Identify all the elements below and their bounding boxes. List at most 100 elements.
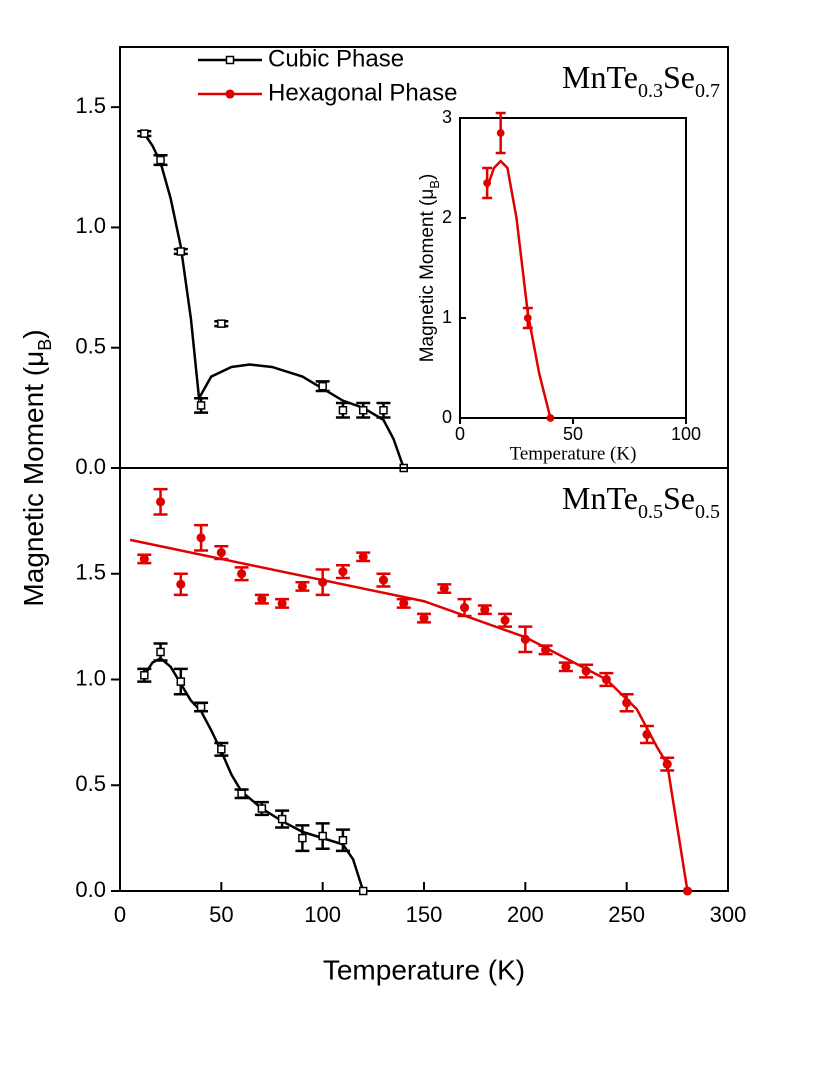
marker xyxy=(237,569,247,579)
marker xyxy=(378,575,389,585)
marker xyxy=(156,155,165,165)
annotation: MnTe0.3Se0.7 xyxy=(562,59,720,101)
marker xyxy=(483,179,492,187)
y-tick-label: 0 xyxy=(442,407,452,427)
x-axis-label: Temperature (K) xyxy=(323,954,525,985)
marker xyxy=(318,381,327,391)
y-tick-label: 0.5 xyxy=(75,334,106,359)
marker xyxy=(257,594,267,604)
marker xyxy=(523,314,532,322)
y-tick-label: 1.0 xyxy=(75,665,106,690)
marker xyxy=(225,55,235,65)
marker xyxy=(520,634,530,644)
x-tick-label: 0 xyxy=(114,902,126,927)
legend-label: Cubic Phase xyxy=(268,45,404,72)
subscript: B xyxy=(427,180,442,189)
marker xyxy=(338,406,348,415)
x-tick-label: 100 xyxy=(671,424,701,444)
marker xyxy=(338,835,348,845)
marker xyxy=(459,603,470,613)
inset-x-axis-label: Temperature (K) xyxy=(510,443,637,464)
marker xyxy=(338,567,348,577)
fit-line xyxy=(129,538,689,892)
y-tick-label: 1 xyxy=(442,307,452,327)
marker xyxy=(176,247,186,256)
marker xyxy=(237,789,246,798)
marker xyxy=(155,497,166,507)
annotation: MnTe0.5Se0.5 xyxy=(562,480,720,522)
marker xyxy=(257,804,267,813)
x-tick-label: 250 xyxy=(608,902,645,927)
marker xyxy=(277,814,287,824)
marker xyxy=(439,584,449,594)
x-tick-label: 300 xyxy=(710,902,747,927)
x-tick-label: 0 xyxy=(455,424,465,444)
subscript: 0.5 xyxy=(695,501,720,523)
label-part: MnTe xyxy=(562,480,638,516)
subscript: 0.7 xyxy=(695,80,720,102)
marker xyxy=(379,406,388,415)
subscript: B xyxy=(35,339,55,351)
marker xyxy=(217,319,226,328)
marker xyxy=(318,577,328,587)
marker xyxy=(156,647,165,657)
marker xyxy=(196,533,206,543)
marker xyxy=(601,674,611,685)
y-tick-label: 2 xyxy=(442,207,452,227)
fit-line xyxy=(485,159,552,419)
label-part: Magnetic Moment (μ xyxy=(417,189,438,363)
label-part: Se xyxy=(663,59,695,95)
y-tick-label: 3 xyxy=(442,107,452,127)
y-tick-label: 1.5 xyxy=(75,560,106,585)
marker xyxy=(358,552,368,562)
plot-frame xyxy=(459,117,687,419)
marker xyxy=(297,581,307,591)
marker xyxy=(196,401,206,410)
marker xyxy=(541,645,551,655)
marker xyxy=(662,759,672,769)
legend-label: Hexagonal Phase xyxy=(268,79,457,106)
label-part: ) xyxy=(417,174,438,180)
x-tick-label: 200 xyxy=(507,902,544,927)
marker xyxy=(139,554,149,564)
inset-y-axis-label: Magnetic Moment (μB) xyxy=(417,174,442,363)
y-tick-label: 1.0 xyxy=(75,213,106,238)
marker xyxy=(358,886,368,896)
y-tick-label: 1.5 xyxy=(75,93,106,118)
y-axis-label: Magnetic Moment (μB) xyxy=(18,329,54,606)
subscript: 0.5 xyxy=(638,501,663,523)
marker xyxy=(399,598,409,608)
y-tick-label: 0.5 xyxy=(75,771,106,796)
marker xyxy=(176,579,186,589)
y-tick-label: 0.0 xyxy=(75,877,106,902)
label-part: MnTe xyxy=(562,59,638,95)
marker xyxy=(622,698,632,708)
marker xyxy=(682,886,693,896)
marker xyxy=(318,831,327,841)
marker xyxy=(419,613,429,623)
marker xyxy=(561,662,571,672)
marker xyxy=(140,129,149,138)
marker xyxy=(176,677,186,686)
x-tick-label: 150 xyxy=(406,902,443,927)
marker xyxy=(217,745,226,754)
plot-frame xyxy=(119,467,729,892)
marker xyxy=(140,671,149,680)
marker xyxy=(225,89,235,99)
marker xyxy=(358,406,368,415)
marker xyxy=(642,729,652,740)
x-tick-label: 50 xyxy=(209,902,233,927)
marker xyxy=(216,548,226,558)
y-tick-label: 0.0 xyxy=(75,454,106,479)
label-part: Magnetic Moment (μ xyxy=(18,351,49,607)
marker xyxy=(581,666,591,676)
marker xyxy=(277,598,287,608)
x-tick-label: 100 xyxy=(304,902,341,927)
marker xyxy=(298,833,307,843)
marker xyxy=(496,129,505,137)
label-part: Se xyxy=(663,480,695,516)
x-tick-label: 50 xyxy=(563,424,583,444)
marker xyxy=(480,605,490,615)
marker xyxy=(196,702,206,712)
